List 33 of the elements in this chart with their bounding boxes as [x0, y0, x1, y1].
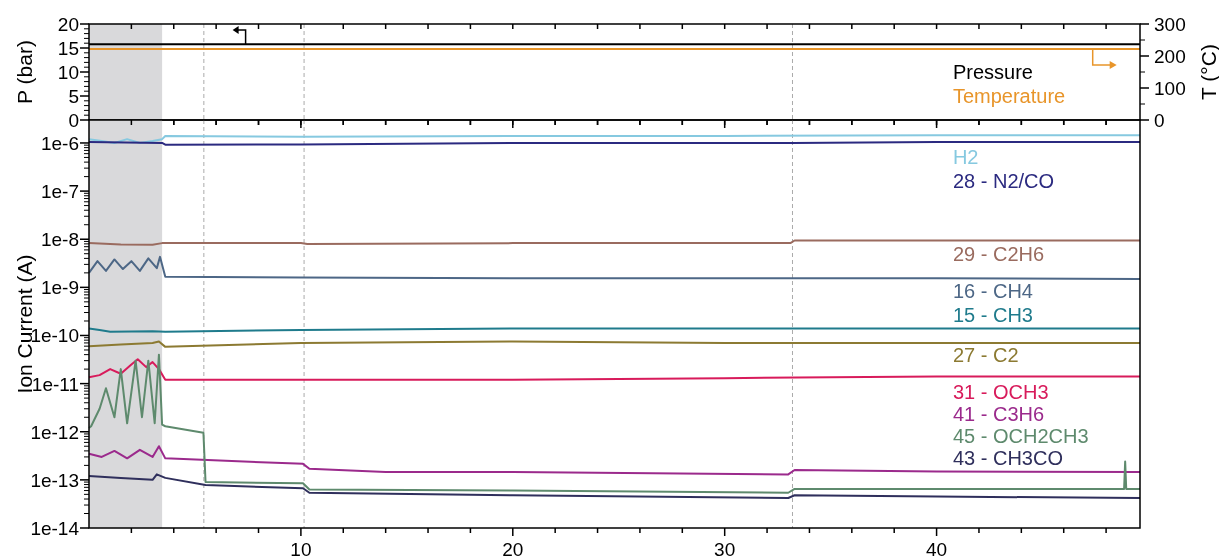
x-tick-label: 20 — [502, 539, 524, 557]
series-label: 45 - OCH2CH3 — [952, 425, 1089, 447]
y-tick-label: 10 — [57, 62, 79, 83]
x-tick-label: 30 — [714, 539, 736, 557]
y-tick-label: 15 — [57, 38, 79, 59]
x-tick-label: 40 — [926, 539, 948, 557]
y-tick-label: 1e-9 — [40, 277, 79, 299]
y-tick-label: 0 — [68, 110, 79, 131]
series-label: H2 — [952, 146, 979, 168]
series-label: 31 - OCH3 — [952, 381, 1049, 403]
series-label: Temperature — [952, 85, 1066, 107]
series-label: 43 - CH3CO — [952, 447, 1063, 469]
series-label: Pressure — [952, 61, 1033, 83]
y-tick-label: 1e-6 — [40, 132, 79, 154]
series-label: 15 - CH3 — [952, 304, 1033, 326]
y-axis-title: P (bar) — [13, 40, 36, 104]
series-label: 28 - N2/CO — [952, 170, 1055, 192]
y2-tick-label: 300 — [1154, 14, 1186, 35]
text: 41 - C3H6 — [952, 403, 1045, 425]
y-tick-label: 1e-7 — [40, 181, 79, 203]
x-tick-label: 10 — [290, 539, 312, 557]
y-tick-label: 1e-12 — [30, 421, 79, 443]
y2-tick-label: 200 — [1154, 46, 1186, 67]
series-label: 27 - C2 — [952, 344, 1019, 366]
y2-tick-label: 100 — [1154, 78, 1186, 99]
y2-tick-label: 0 — [1154, 110, 1165, 131]
y-tick-label: 1e-8 — [40, 229, 79, 251]
y-tick-label: 1e-14 — [30, 518, 80, 539]
y-tick-label: 5 — [68, 86, 79, 107]
y-tick-label: 1e-13 — [30, 469, 79, 491]
y-tick-label: 20 — [57, 14, 79, 35]
series-label: 16 - CH4 — [952, 280, 1033, 302]
series-label: 29 - C2H6 — [952, 243, 1045, 265]
